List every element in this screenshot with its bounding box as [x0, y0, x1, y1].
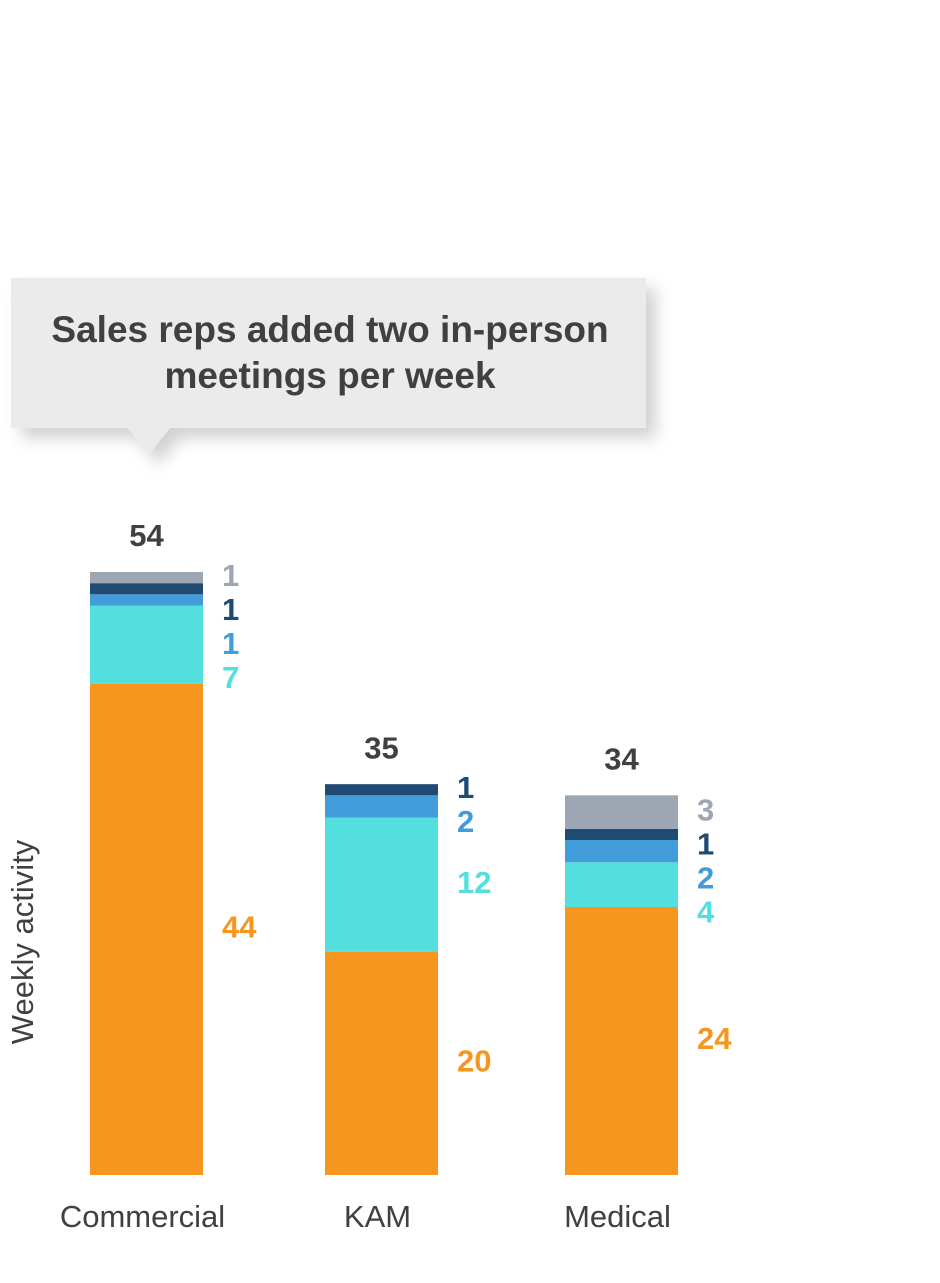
value-label: 1: [222, 626, 239, 661]
total-label: 54: [129, 518, 164, 553]
value-label: 2: [697, 860, 714, 895]
bar-segment: [90, 572, 203, 584]
bar-segment: [90, 683, 203, 1175]
value-label: 2: [457, 804, 474, 839]
value-label: 1: [457, 770, 474, 805]
x-tick-label: Medical: [564, 1199, 671, 1234]
bar-segment: [325, 784, 438, 796]
x-tick-label: Commercial: [60, 1199, 225, 1234]
value-label: 24: [697, 1021, 732, 1056]
bar-segment: [90, 605, 203, 684]
bar-segment: [565, 795, 678, 829]
value-label: 3: [697, 792, 714, 827]
bar-segment: [565, 907, 678, 1175]
bar-segment: [325, 951, 438, 1175]
total-label: 35: [364, 730, 398, 765]
callout-box: [11, 278, 646, 455]
bar-segment: [90, 583, 203, 595]
value-label: 1: [222, 558, 239, 593]
bar-segment: [325, 795, 438, 818]
x-tick-label: KAM: [344, 1199, 411, 1234]
value-label: 44: [222, 910, 257, 945]
value-label: 12: [457, 865, 491, 900]
bar-segment: [90, 594, 203, 606]
bar-segment: [565, 840, 678, 863]
bar-segment: [565, 828, 678, 840]
value-label: 20: [457, 1044, 491, 1079]
y-axis-label: Weekly activity: [5, 839, 40, 1044]
callout-wrap: Sales reps added two in-person meetings …: [51, 309, 609, 396]
bar-segment: [565, 862, 678, 907]
callout-text: Sales reps added two in-person meetings …: [51, 309, 609, 396]
value-label: 7: [222, 660, 239, 695]
value-label: 1: [222, 592, 239, 627]
bar-segment: [325, 817, 438, 952]
value-label: 1: [697, 826, 714, 861]
value-label: 4: [697, 894, 715, 929]
total-label: 34: [604, 742, 639, 777]
